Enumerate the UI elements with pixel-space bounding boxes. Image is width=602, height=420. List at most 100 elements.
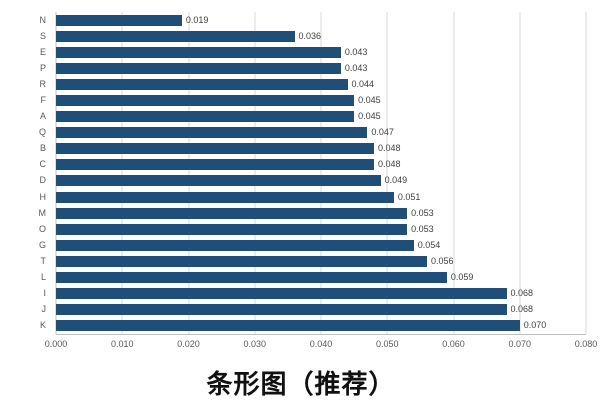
category-label: R — [39, 78, 47, 89]
bar — [56, 143, 374, 155]
value-label: 0.056 — [431, 255, 454, 266]
category-label: P — [39, 62, 46, 73]
x-tick-label: 0.030 — [243, 339, 267, 349]
gridline — [254, 12, 256, 334]
category-label: S — [39, 30, 46, 41]
bar — [56, 191, 394, 203]
category-label: C — [39, 159, 47, 170]
value-label: 0.051 — [397, 191, 421, 202]
category-label: H — [39, 191, 47, 202]
category-label: E — [39, 46, 46, 57]
value-label: 0.054 — [417, 239, 441, 250]
x-tick-label: 0.050 — [375, 339, 399, 349]
x-tick-label: 0.080 — [574, 339, 598, 349]
bar — [56, 30, 295, 42]
x-axis: 0.000 0.010 0.020 0.030 0.040 0.050 0.060 0.070… — [45, 335, 598, 351]
bar-rows: N 0.019 S 0.036 E 0.043 P 0.043 R 0.044 F 0.045 A 0.0… — [39, 12, 586, 334]
bar — [56, 159, 374, 171]
bar — [56, 175, 381, 187]
gridline — [386, 12, 388, 334]
bar-row: M 0.053 — [39, 205, 586, 221]
x-tick-label: 0.040 — [309, 339, 333, 349]
bar-row: S 0.036 — [40, 28, 586, 44]
category-label: G — [38, 239, 46, 250]
bar-row: A 0.045 — [40, 109, 586, 125]
bar-row: J 0.068 — [42, 302, 586, 318]
bar — [56, 320, 520, 332]
bar-row: I 0.068 — [43, 286, 586, 302]
value-label: 0.053 — [411, 207, 434, 218]
bar — [56, 239, 414, 251]
category-label: M — [38, 207, 47, 218]
category-label: O — [38, 223, 46, 234]
bar-row: R 0.044 — [40, 76, 586, 92]
bar-row: N 0.019 — [40, 12, 586, 28]
value-label: 0.070 — [523, 320, 547, 331]
bar-row: Q 0.047 — [39, 125, 586, 141]
category-label: T — [40, 255, 47, 266]
chart-title: 条形图（推荐） — [206, 369, 396, 399]
gridline — [453, 12, 454, 334]
bar — [56, 46, 341, 58]
category-label: A — [39, 111, 46, 122]
bar-row: P 0.043 — [40, 60, 586, 76]
bar — [56, 223, 408, 235]
bar-row: T 0.056 — [41, 253, 586, 269]
gridline — [585, 12, 587, 334]
bar — [56, 14, 182, 26]
value-label: 0.043 — [344, 46, 368, 57]
bar — [56, 127, 368, 139]
bar-row: L 0.059 — [41, 270, 586, 286]
value-label: 0.045 — [358, 111, 381, 122]
value-label: 0.049 — [384, 175, 408, 186]
x-tick-label: 0.020 — [177, 339, 200, 349]
bar — [56, 288, 507, 300]
category-label: I — [43, 288, 46, 299]
bar-row: H 0.051 — [40, 189, 586, 205]
bar — [56, 78, 348, 90]
x-tick-label: 0.070 — [508, 339, 532, 349]
value-label: 0.036 — [298, 30, 322, 41]
value-label: 0.053 — [411, 223, 434, 234]
bar — [56, 255, 427, 267]
plot-area: N 0.019 S 0.036 E 0.043 P 0.043 R 0.044 F 0.045 A 0.0… — [39, 12, 587, 335]
value-label: 0.059 — [450, 272, 474, 283]
value-label: 0.068 — [510, 304, 534, 315]
gridline — [320, 12, 322, 334]
value-label: 0.048 — [378, 143, 401, 154]
gridlines — [55, 12, 587, 334]
value-label: 0.048 — [378, 159, 401, 170]
value-label: 0.047 — [371, 127, 394, 138]
category-label: N — [39, 14, 47, 25]
bar — [56, 272, 447, 284]
value-label: 0.044 — [351, 78, 375, 89]
bar-chart: N 0.019 S 0.036 E 0.043 P 0.043 R 0.044 F 0.045 A 0.0… — [14, 12, 598, 351]
bar-row: K 0.070 — [40, 318, 586, 334]
category-label: B — [39, 143, 46, 154]
category-label: L — [40, 272, 46, 283]
value-label: 0.043 — [344, 62, 368, 73]
y-axis-line — [55, 12, 57, 334]
category-label: K — [39, 320, 46, 331]
bar — [56, 207, 408, 219]
category-label: Q — [38, 127, 46, 138]
bar-row: D 0.049 — [40, 173, 586, 189]
gridline — [121, 12, 123, 334]
bar-row: B 0.048 — [40, 141, 586, 157]
bar — [56, 304, 507, 316]
category-label: F — [40, 95, 47, 106]
value-label: 0.045 — [358, 95, 381, 106]
bar — [56, 62, 341, 74]
bar-row: C 0.048 — [40, 157, 586, 173]
value-label: 0.019 — [185, 14, 209, 25]
x-tick-label: 0.010 — [110, 339, 134, 349]
category-label: J — [41, 304, 47, 315]
bar — [56, 111, 355, 123]
bar-row: E 0.043 — [40, 44, 586, 60]
bar-row: O 0.053 — [39, 221, 586, 237]
bar-row: F 0.045 — [41, 92, 586, 108]
bar-row: G 0.054 — [39, 237, 586, 253]
category-label: D — [39, 175, 47, 186]
gridline — [188, 12, 189, 334]
